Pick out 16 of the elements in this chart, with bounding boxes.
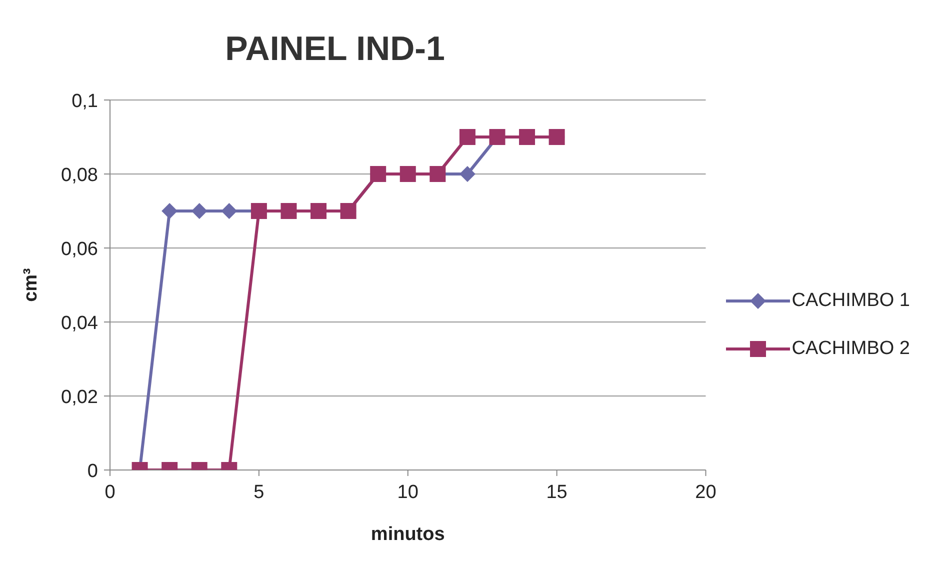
- legend-label: CACHIMBO 1: [792, 289, 910, 313]
- legend-label: CACHIMBO 2: [792, 337, 910, 361]
- y-tick-label: 0: [87, 461, 98, 482]
- y-tick-label: 0,1: [72, 91, 98, 112]
- y-tick-label: 0,04: [61, 313, 98, 334]
- x-tick-label: 15: [546, 482, 568, 503]
- y-axis-title: cm³: [20, 268, 42, 302]
- y-tick-label: 0,02: [61, 387, 98, 408]
- y-tick-label: 0,08: [61, 165, 98, 186]
- x-tick-label: 20: [695, 482, 716, 503]
- x-axis-title: minutos: [370, 524, 445, 545]
- x-tick-label: 0: [104, 482, 116, 503]
- y-tick-label: 0,06: [61, 239, 98, 260]
- x-tick-label: 5: [254, 482, 264, 503]
- x-tick-label: 10: [397, 482, 418, 503]
- chart-title: PAINEL IND-1: [224, 29, 446, 70]
